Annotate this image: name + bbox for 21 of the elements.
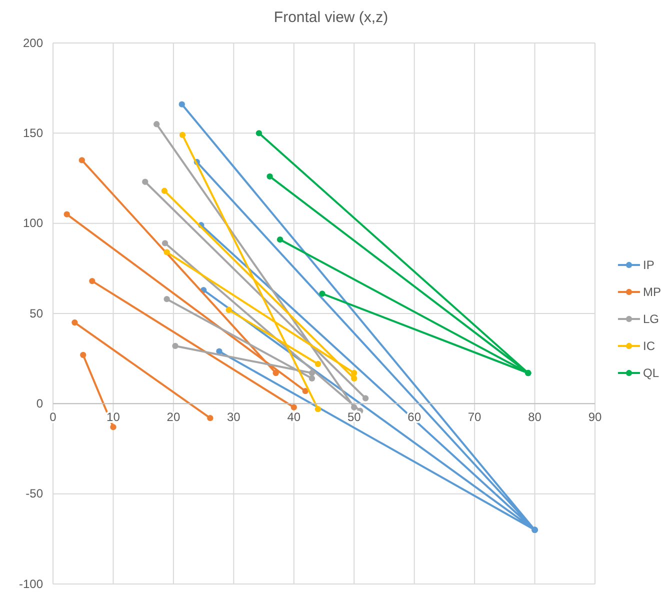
legend-label: MP <box>643 285 661 299</box>
x-tick-label: 70 <box>468 410 482 424</box>
legend-label: IC <box>643 339 656 353</box>
legend-label: QL <box>643 366 660 380</box>
x-tick-label: 20 <box>166 410 180 424</box>
x-tick-label: 40 <box>287 410 301 424</box>
y-tick-label: 100 <box>22 216 44 230</box>
x-tick-label: 80 <box>528 410 542 424</box>
y-tick-label: 50 <box>30 306 44 320</box>
x-tick-label: 50 <box>347 410 362 424</box>
y-tick-label: 0 <box>36 396 44 411</box>
y-tick-label: 200 <box>22 36 44 50</box>
chart-title: Frontal view (x,z) <box>274 9 388 26</box>
legend-label: IP <box>643 258 654 272</box>
y-tick-label: -50 <box>26 486 44 501</box>
y-tick-label: 150 <box>22 126 44 140</box>
x-tick-label: 30 <box>226 410 241 424</box>
x-tick-label: 90 <box>588 410 602 424</box>
legend-label: LG <box>643 312 660 326</box>
y-tick-label: -100 <box>18 576 44 591</box>
x-tick-label: 0 <box>50 410 57 424</box>
